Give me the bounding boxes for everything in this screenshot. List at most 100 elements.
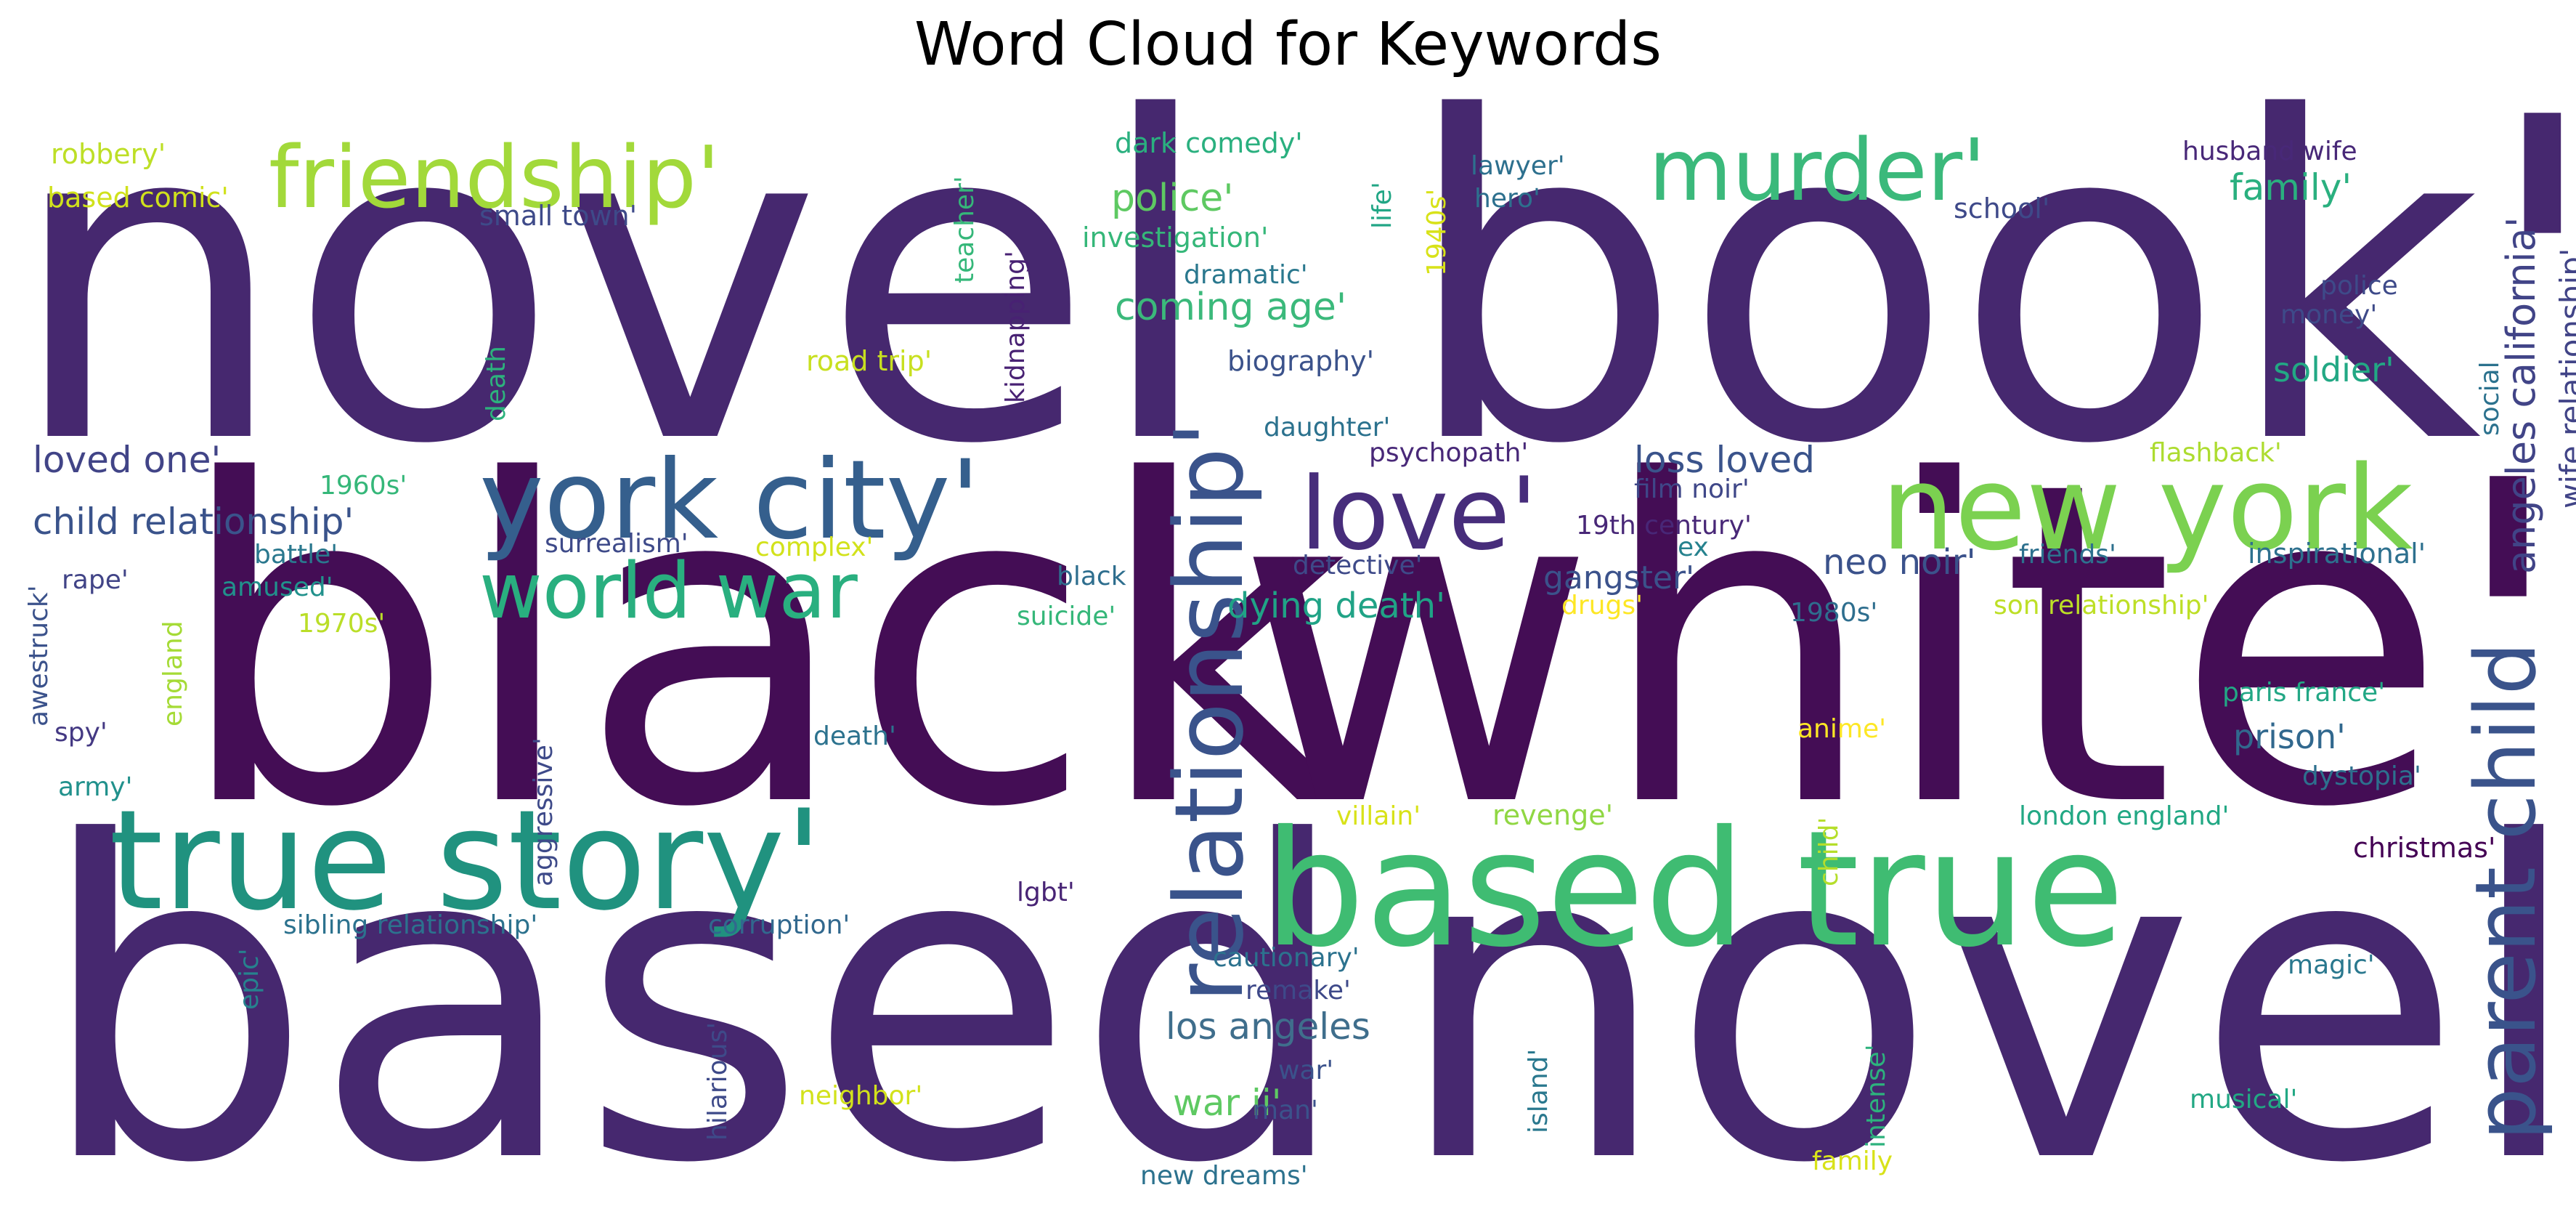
- word-49: 19th century': [1576, 511, 1752, 541]
- word-32: robbery': [51, 138, 166, 170]
- word-58: detective': [1293, 551, 1423, 580]
- word-75: london england': [2019, 801, 2229, 831]
- word-82: war': [1278, 1056, 1333, 1085]
- word-2: black: [174, 388, 1350, 904]
- word-88: teacher': [950, 176, 980, 283]
- word-9: new york: [1881, 440, 2413, 576]
- word-46: daughter': [1264, 413, 1390, 442]
- word-62: 1970s': [298, 609, 385, 639]
- word-69: spy': [54, 718, 107, 748]
- word-25: loss loved: [1634, 439, 1815, 481]
- word-35: dark comedy': [1115, 127, 1303, 159]
- word-34: small town': [479, 200, 637, 232]
- word-23: child relationship': [33, 501, 354, 543]
- word-97: hilarious': [703, 1022, 733, 1141]
- word-6: true story': [109, 780, 823, 941]
- word-72: army': [58, 772, 133, 802]
- word-22: loved one': [33, 439, 221, 481]
- word-87: family: [1812, 1146, 1893, 1176]
- word-83: man': [1253, 1096, 1318, 1125]
- word-56: surrealism': [545, 529, 688, 559]
- word-95: aggressive': [529, 737, 558, 886]
- word-24: dying death': [1227, 586, 1445, 626]
- word-60: rape': [62, 565, 129, 595]
- word-64: drugs': [1561, 591, 1643, 620]
- word-17: wife relationship': [2553, 248, 2576, 509]
- word-63: suicide': [1017, 602, 1116, 631]
- word-93: awestruck': [24, 585, 54, 727]
- word-76: lgbt': [1017, 878, 1075, 907]
- word-68: dystopia': [2302, 761, 2421, 791]
- word-43: money': [2280, 300, 2377, 330]
- word-55: battle': [254, 540, 338, 570]
- chart-title: Word Cloud for Keywords: [914, 10, 1662, 79]
- word-29: soldier': [2273, 350, 2394, 389]
- word-91: 1940s': [1422, 189, 1452, 276]
- word-30: prison': [2233, 717, 2346, 756]
- word-3: white': [1235, 388, 2569, 904]
- word-0: novel: [7, 25, 1217, 541]
- word-79: cautionary': [1213, 943, 1360, 973]
- word-70: death': [813, 721, 896, 751]
- word-13: world war: [479, 546, 858, 636]
- word-84: neighbor': [799, 1081, 922, 1111]
- word-65: 1980s': [1790, 598, 1877, 628]
- word-37: dramatic': [1184, 260, 1308, 290]
- word-4: based: [36, 750, 1352, 1206]
- word-33: based comic': [47, 182, 229, 214]
- word-48: film noir': [1634, 474, 1750, 504]
- word-73: villain': [1336, 801, 1421, 831]
- word-61: amused': [222, 572, 333, 602]
- word-27: gangster': [1543, 559, 1694, 596]
- word-71: anime': [1797, 714, 1886, 744]
- word-14: relationship': [1154, 421, 1264, 1003]
- word-101: social: [2475, 361, 2505, 436]
- word-40: husband wife: [2182, 137, 2357, 166]
- word-18: los angeles: [1166, 1005, 1370, 1048]
- word-52: friends': [2019, 540, 2116, 570]
- word-39: hero': [1474, 184, 1540, 214]
- word-50: ex: [1678, 533, 1709, 562]
- word-59: black: [1057, 562, 1126, 591]
- word-53: inspirational': [2248, 538, 2426, 570]
- word-45: road trip': [806, 345, 932, 377]
- word-36: investigation': [1082, 222, 1268, 254]
- word-96: epic': [235, 948, 264, 1010]
- word-92: death: [482, 346, 511, 421]
- word-12: love': [1300, 456, 1537, 572]
- word-77: sibling relationship': [283, 910, 537, 940]
- word-86: new dreams': [1140, 1161, 1308, 1191]
- word-5: novel: [1394, 750, 2576, 1206]
- word-66: son relationship': [1994, 591, 2209, 620]
- word-90: life': [1368, 182, 1397, 229]
- word-19: war ii': [1173, 1082, 1282, 1124]
- word-78: corruption': [708, 910, 850, 940]
- word-80: remake': [1246, 976, 1351, 1005]
- word-100: child': [1814, 817, 1844, 886]
- word-31: christmas': [2353, 832, 2495, 864]
- word-99: intense': [1861, 1044, 1891, 1148]
- word-20: coming age': [1115, 286, 1346, 329]
- word-74: revenge': [1492, 799, 1613, 831]
- word-7: based true: [1264, 796, 2125, 982]
- word-10: friendship': [269, 127, 720, 227]
- word-89: kidnapping': [1001, 251, 1031, 403]
- word-47: psychopath': [1369, 438, 1528, 468]
- word-26: neo noir': [1823, 542, 1976, 583]
- word-8: york city': [479, 437, 980, 564]
- word-54: 1960s': [320, 471, 407, 501]
- word-44: biography': [1227, 345, 1374, 377]
- word-16: angeles california': [2498, 216, 2544, 574]
- word-51: flashback': [2150, 438, 2282, 468]
- word-42: police: [2320, 271, 2398, 301]
- word-1: book': [1402, 25, 2576, 541]
- word-41: school': [1954, 193, 2049, 224]
- word-21: police': [1111, 177, 1234, 220]
- word-98: island': [1524, 1049, 1553, 1133]
- word-81: magic': [2288, 950, 2375, 980]
- word-28: family': [2230, 166, 2352, 209]
- word-57: complex': [755, 533, 873, 562]
- word-38: lawyer': [1471, 151, 1565, 181]
- word-11: murder': [1649, 120, 1986, 220]
